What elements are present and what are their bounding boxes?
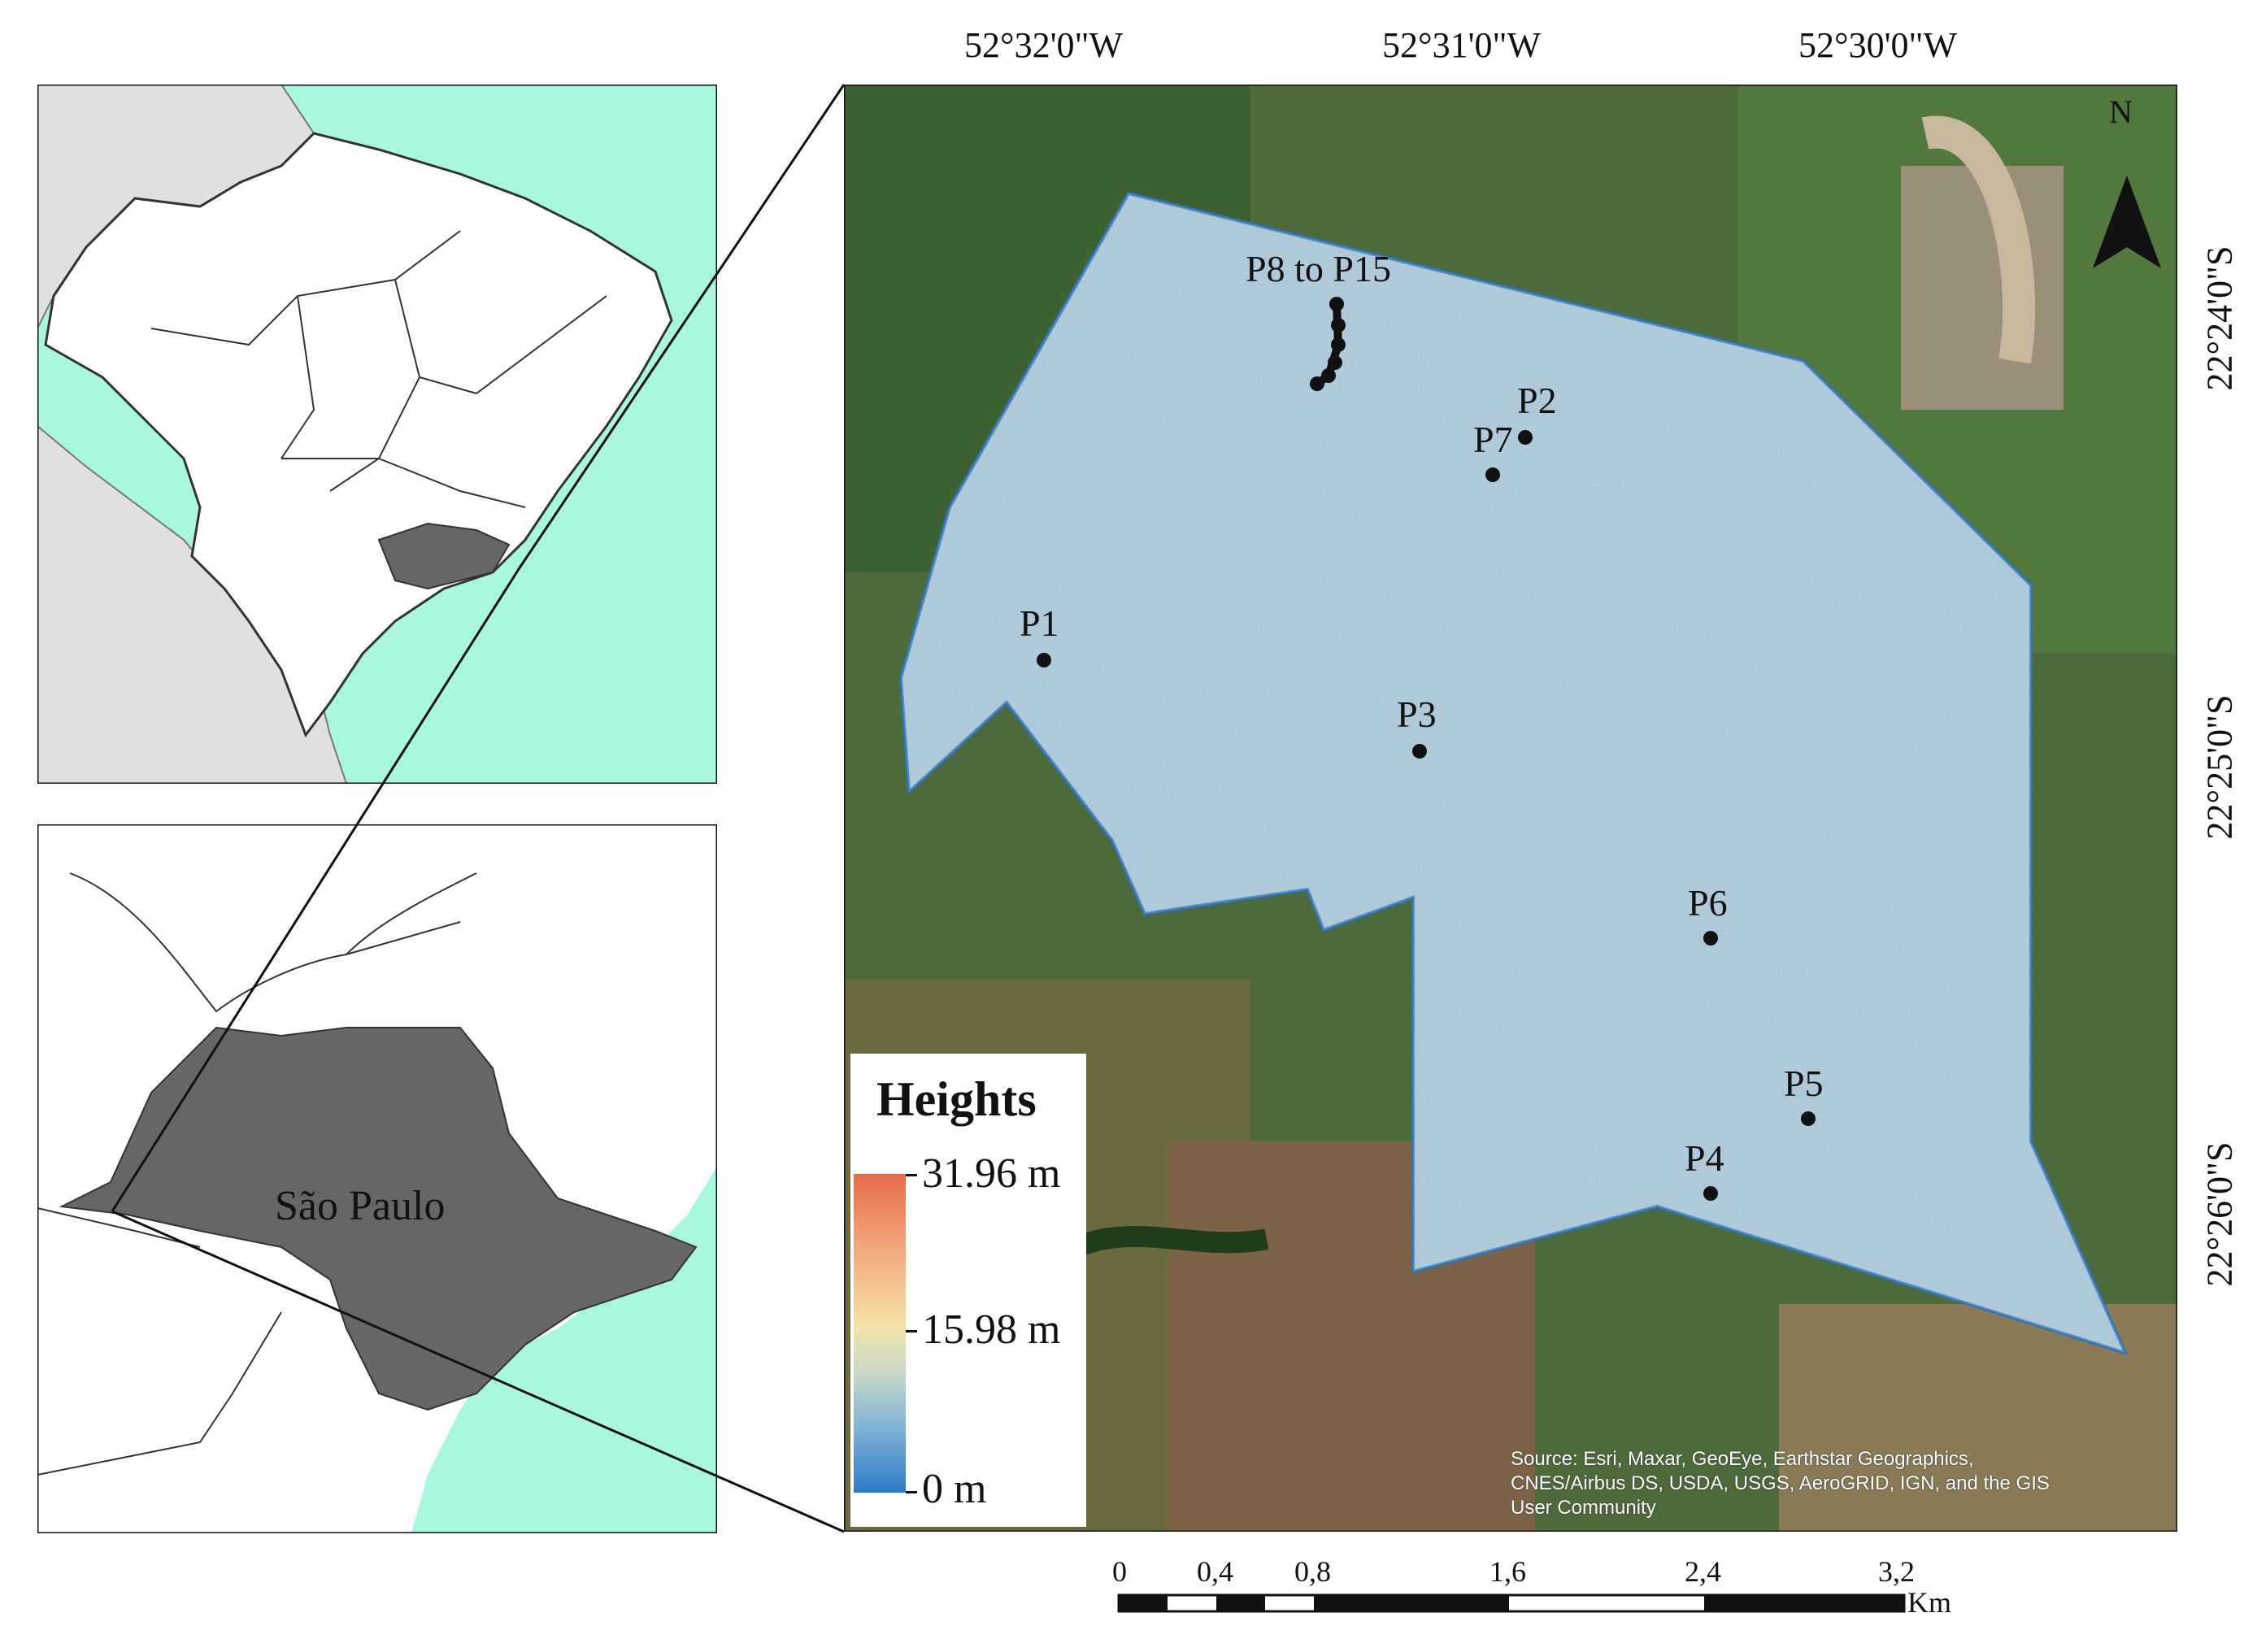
point-label-p1: P1 [1020, 602, 1059, 644]
sao-paulo-state-highlight [377, 522, 511, 590]
point-marker-p7 [1485, 467, 1500, 482]
state-boundaries [150, 230, 607, 508]
point-label-p6: P6 [1688, 882, 1728, 924]
point-marker-p4 [1703, 1186, 1718, 1201]
legend-max-label: 31.96 m [922, 1150, 1061, 1197]
legend-min-label: 0 m [922, 1466, 987, 1512]
north-arrow-icon [2093, 176, 2161, 268]
sao-paulo-label: São Paulo [275, 1183, 446, 1229]
legend-color-ramp [854, 1174, 906, 1493]
point-label-p2: P2 [1517, 380, 1557, 421]
legend-title: Heights [876, 1072, 1037, 1126]
point-marker-p3 [1412, 744, 1427, 759]
point-label-p5: P5 [1784, 1063, 1824, 1104]
scale-label-0: 0 [1112, 1555, 1127, 1588]
longitude-label-2: 52°31'0"W [1382, 25, 1542, 65]
neighbour-state-boundaries [69, 872, 477, 1013]
scale-label-3-2: 3,2 [1878, 1555, 1915, 1588]
longitude-label-1: 52°32'0"W [964, 25, 1124, 65]
scale-label-0-4: 0,4 [1197, 1555, 1233, 1588]
point-label-p3: P3 [1397, 693, 1437, 735]
latitude-label-1: 22°24'0"S [2199, 246, 2240, 391]
point-marker-p2 [1518, 430, 1533, 445]
latitude-label-3: 22°26'0"S [2199, 1141, 2240, 1287]
point-marker-p5 [1801, 1111, 1816, 1126]
attribution-line-3: User Community [1511, 1497, 1656, 1519]
north-arrow-label: N [2109, 93, 2133, 130]
point-label-p4: P4 [1685, 1137, 1724, 1179]
sao-paulo-state [59, 1026, 698, 1411]
longitude-label-3: 52°30'0"W [1798, 25, 1958, 65]
scale-bar [1117, 1593, 1906, 1613]
point-marker-p1 [1037, 653, 1051, 667]
scale-label-0-8: 0,8 [1294, 1555, 1331, 1588]
heights-legend: Heights 31.96 m 15.98 m 0 m [850, 1054, 1086, 1527]
scale-label-2-4: 2,4 [1685, 1555, 1721, 1588]
basemap-attribution: Source: Esri, Maxar, GeoEye, Earthstar G… [1511, 1447, 2161, 1520]
point-label-p8-p15: P8 to P15 [1246, 248, 1391, 289]
brazil-overview-map [37, 85, 717, 784]
scale-label-1-6: 1,6 [1489, 1555, 1526, 1588]
legend-mid-label: 15.98 m [922, 1306, 1061, 1353]
attribution-line-2: CNES/Airbus DS, USDA, USGS, AeroGRID, IG… [1511, 1472, 2050, 1494]
point-marker-p6 [1703, 931, 1718, 946]
latitude-label-2: 22°25'0"S [2199, 694, 2240, 840]
point-label-p7: P7 [1473, 419, 1513, 460]
scale-unit: Km [1907, 1586, 1951, 1619]
attribution-line-1: Source: Esri, Maxar, GeoEye, Earthstar G… [1511, 1448, 1974, 1470]
